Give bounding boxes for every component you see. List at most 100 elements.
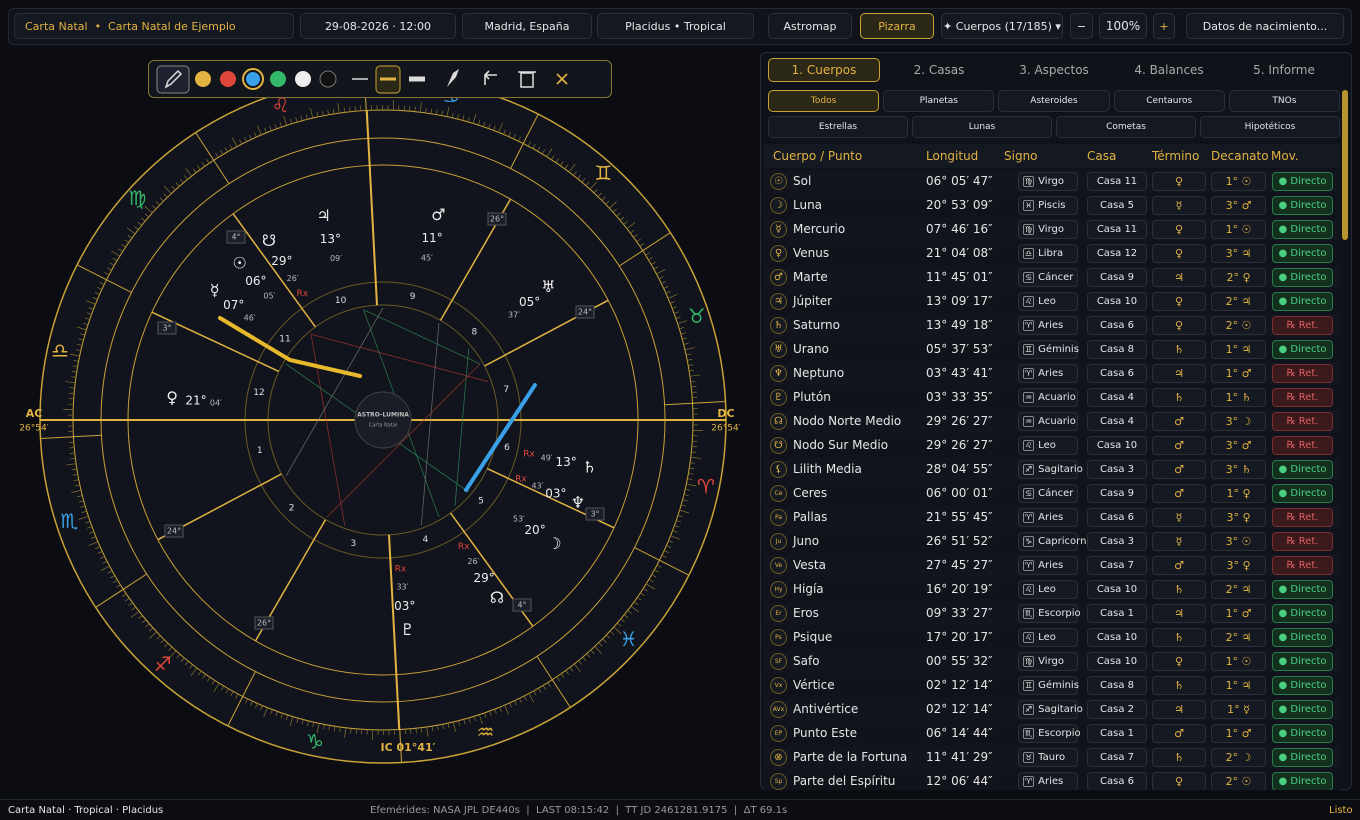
planet-glyph: ☉ (232, 253, 246, 272)
table-row[interactable]: Ju Juno 26° 51′ 52″ ♑ Capricornio Casa 3 ☿ 3° ☉… (764, 530, 1340, 553)
sign-divider (40, 434, 102, 440)
degree-tick (573, 171, 577, 176)
longitude: 06° 14′ 44″ (926, 726, 993, 740)
decan: 2° ♀ (1211, 268, 1266, 287)
table-row[interactable]: ♃ Júpiter 13° 09′ 17″ ♌ Leo Casa 10 ♀ 2° ♃ ● Dir… (764, 290, 1340, 313)
highlighter[interactable] (447, 69, 459, 87)
degree-tick (478, 714, 483, 725)
longitude: 13° 09′ 17″ (926, 294, 993, 308)
degree-tick (141, 217, 146, 222)
filter-button[interactable]: TNOs (1228, 90, 1340, 112)
table-row[interactable]: Ps Psique 17° 20′ 17″ ♌ Leo Casa 10 ♄ 2° ♃ ● Dir… (764, 626, 1340, 649)
house-number: 10 (335, 296, 347, 306)
scrollbar[interactable] (1342, 90, 1348, 240)
table-row[interactable]: ⊗ Parte de la Fortuna 11° 41′ 29″ ♉ Tauro Cas… (764, 746, 1340, 769)
center-sub: Carta Natal (369, 423, 397, 429)
motion: ● Directo (1272, 628, 1333, 647)
degree-tick (426, 726, 429, 737)
pencil-tool[interactable] (156, 65, 190, 94)
astromap-button[interactable]: Astromap (768, 13, 852, 39)
color-blue[interactable] (246, 72, 260, 86)
motion: ● Directo (1272, 292, 1333, 311)
filter-button[interactable]: Todos (768, 90, 880, 112)
filter-button[interactable]: Planetas (883, 90, 995, 112)
birth-data-button[interactable]: Datos de nacimiento... (1186, 13, 1344, 39)
degree-tick (645, 583, 655, 590)
tab[interactable]: 4. Balances (1134, 63, 1204, 77)
table-row[interactable]: SF Safo 00° 55′ 32″ ♍ Virgo Casa 10 ♀ 1° ☉ ● Dir… (764, 650, 1340, 673)
house: Casa 9 (1087, 268, 1147, 287)
color-black[interactable] (319, 70, 337, 88)
system[interactable]: Placidus • Tropical (597, 13, 754, 39)
filter-button[interactable]: Estrellas (768, 116, 908, 138)
table-row[interactable]: ⚸ Lilith Media 28° 04′ 55″ ♐ Sagitario Casa 3… (764, 458, 1340, 481)
table-row[interactable]: ☉ Sol 06° 05′ 47″ ♍ Virgo Casa 11 ♀ 1° ☉ ● Direc… (764, 170, 1340, 193)
table-row[interactable]: ☊ Nodo Norte Medio 29° 26′ 27″ ♒ Acuario Casa… (764, 410, 1340, 433)
body-name: Punto Este (793, 726, 858, 740)
zoom-in[interactable]: + (1153, 13, 1175, 39)
degree-tick (677, 514, 683, 518)
degree-tick (350, 728, 352, 734)
decan: 1° ♀ (1211, 484, 1266, 503)
sign-glyph: ♒ (1023, 392, 1035, 403)
table-row[interactable]: Ve Vesta 27° 45′ 27″ ♈ Aries Casa 7 ♂ 3° ♀ ℞ Ret… (764, 554, 1340, 577)
filter-button[interactable]: Asteroides (998, 90, 1110, 112)
filter-button[interactable]: Hipotéticos (1200, 116, 1340, 138)
undo[interactable] (484, 70, 497, 85)
longitude: 02° 12′ 14″ (926, 678, 993, 692)
bodies-dropdown[interactable]: ✦ Cuerpos (17/185) ▾ (941, 13, 1063, 39)
pizarra-button[interactable]: Pizarra (860, 13, 934, 39)
tab[interactable]: 1. Cuerpos (768, 58, 880, 82)
table-row[interactable]: AVx Antivértice 02° 12′ 14″ ♐ Sagitario Casa … (764, 698, 1340, 721)
filter-button[interactable]: Centauros (1113, 90, 1225, 112)
trash[interactable] (520, 72, 534, 88)
degree-tick (680, 332, 686, 335)
table-row[interactable]: Sp Parte del Espíritu 12° 06′ 44″ ♈ Aries Cas… (764, 770, 1340, 790)
chart-name[interactable]: Carta Natal • Carta Natal de Ejemplo (14, 13, 294, 39)
motion: ● Directo (1272, 340, 1333, 359)
table-row[interactable]: Er Eros 09° 33′ 27″ ♏ Escorpio Casa 1 ♃ 1° ♂ ● D… (764, 602, 1340, 625)
degree-tick (78, 338, 84, 341)
table-row[interactable]: ♄ Saturno 13° 49′ 18″ ♈ Aries Casa 6 ♀ 2° ☉ ℞ Re… (764, 314, 1340, 337)
close-toolbar[interactable] (556, 73, 568, 85)
table-row[interactable]: Pa Pallas 21° 55′ 45″ ♈ Aries Casa 6 ☿ 3° ♀ ℞ Re… (764, 506, 1340, 529)
table-row[interactable]: Hy Higía 16° 20′ 19″ ♌ Leo Casa 10 ♄ 2° ♃ ● Dire… (764, 578, 1340, 601)
degree-tick (503, 129, 506, 135)
degree-tick (257, 125, 262, 135)
date[interactable]: 29-08-2026 · 12:00 (300, 13, 456, 39)
motion: ℞ Ret. (1272, 436, 1333, 455)
table-row[interactable]: Vx Vértice 02° 12′ 14″ ♊ Géminis Casa 8 ♄ 1° ♃ ●… (764, 674, 1340, 697)
table-row[interactable]: Ce Ceres 06° 00′ 01″ ♋ Cáncer Casa 9 ♂ 1° ♀ ● Di… (764, 482, 1340, 505)
filter-button[interactable]: Cometas (1056, 116, 1196, 138)
table-row[interactable]: ♂ Marte 11° 45′ 01″ ♋ Cáncer Casa 9 ♃ 2° ♀ ● Dir… (764, 266, 1340, 289)
sign-glyph: ♋ (1023, 488, 1035, 499)
degree-tick (688, 364, 694, 366)
zoom-out[interactable]: − (1070, 13, 1093, 39)
degree-tick (523, 695, 527, 701)
degree-tick (463, 719, 466, 725)
color-green[interactable] (270, 71, 286, 87)
table-row[interactable]: ☿ Mercurio 07° 46′ 16″ ♍ Virgo Casa 11 ♀ 1° ☉ ● … (764, 218, 1340, 241)
place[interactable]: Madrid, España (462, 13, 592, 39)
degree-tick (605, 200, 610, 205)
tab[interactable]: 3. Aspectos (1019, 63, 1089, 77)
table-row[interactable]: ♆ Neptuno 03° 43′ 41″ ♈ Aries Casa 6 ♃ 1° ♂ ℞ Re… (764, 362, 1340, 385)
table-row[interactable]: ♇ Plutón 03° 33′ 35″ ♒ Acuario Casa 4 ♄ 1° ♄ ℞ R… (764, 386, 1340, 409)
color-yellow[interactable] (195, 71, 211, 87)
filter-button[interactable]: Lunas (912, 116, 1052, 138)
table-row[interactable]: ♀ Venus 21° 04′ 08″ ♎ Libra Casa 12 ♀ 3° ♃ ● Dir… (764, 242, 1340, 265)
color-white[interactable] (295, 71, 311, 87)
degree-tick (332, 108, 335, 114)
planet-degree: 05° (519, 295, 540, 309)
table-row[interactable]: EP Punto Este 06° 14′ 44″ ♏ Escorpio Casa 1 ♂ 1… (764, 722, 1340, 745)
tab[interactable]: 2. Casas (913, 63, 965, 77)
decan: 1° ♃ (1211, 676, 1266, 695)
body-icon: SF (770, 653, 787, 670)
tab[interactable]: 5. Informe (1253, 63, 1315, 77)
table-row[interactable]: ☋ Nodo Sur Medio 29° 26′ 27″ ♌ Leo Casa 10 ♂ 3°… (764, 434, 1340, 457)
table-row[interactable]: ☽ Luna 20° 53′ 09″ ♓ Piscis Casa 5 ☿ 3° ♂ ● Dire… (764, 194, 1340, 217)
degree-tick (568, 163, 576, 173)
color-red[interactable] (220, 71, 236, 87)
table-row[interactable]: ♅ Urano 05° 37′ 53″ ♊ Géminis Casa 8 ♄ 1° ♃ ● Di… (764, 338, 1340, 361)
degree-tick (301, 719, 304, 725)
